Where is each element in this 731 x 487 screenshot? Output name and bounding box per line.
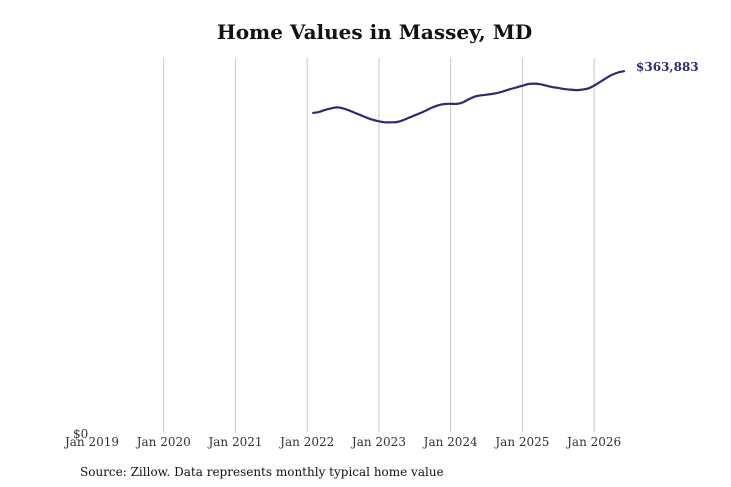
x-axis-ticks: Jan 2019 Jan 2020 Jan 2021 Jan 2022 Jan 2023…: [63, 435, 621, 449]
x-tick-label: Jan 2025: [493, 435, 549, 449]
x-tick-label: Jan 2021: [206, 435, 262, 449]
x-tick-label: Jan 2026: [565, 435, 621, 449]
grid-lines: [163, 58, 595, 432]
x-tick-label: Jan 2023: [350, 435, 406, 449]
x-tick-label: Jan 2022: [278, 435, 334, 449]
chart-title: Home Values in Massey, MD: [216, 20, 533, 44]
latest-value-label: $363,883: [636, 60, 699, 74]
home-value-series-line: [312, 70, 626, 124]
x-tick-label: Jan 2020: [135, 435, 191, 449]
x-tick-label: Jan 2019: [63, 435, 119, 449]
x-tick-label: Jan 2024: [422, 435, 478, 449]
y-tick-label-zero: $0: [73, 427, 88, 441]
source-note: Source: Zillow. Data represents monthly …: [80, 465, 444, 479]
